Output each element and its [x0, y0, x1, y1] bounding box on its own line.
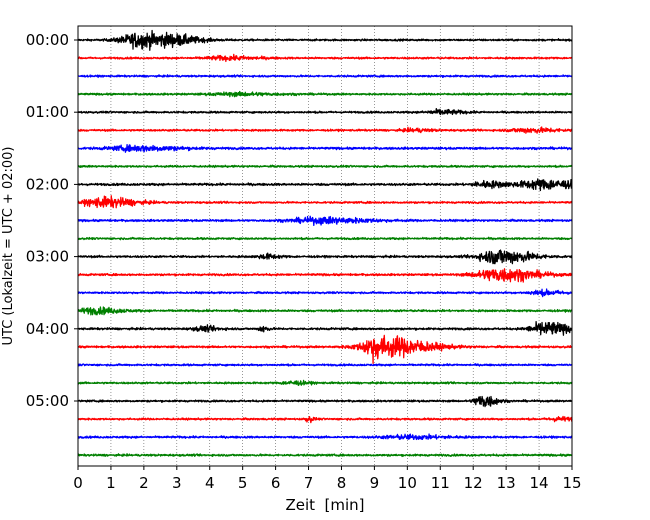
x-tick-label: 3 [172, 474, 182, 492]
trace-04:30 [77, 363, 573, 367]
x-tick-label: 14 [530, 474, 549, 492]
trace-02:00 [77, 178, 573, 192]
trace-05:30 [77, 433, 573, 441]
x-tick-label: 5 [238, 474, 248, 492]
trace-00:30 [77, 74, 573, 79]
x-tick-label: 13 [497, 474, 516, 492]
x-tick-label: 1 [106, 474, 116, 492]
y-tick-label: 04:00 [26, 320, 69, 338]
y-axis-ticks: 00:00 01:00 02:00 03:00 04:00 05:00 [26, 31, 78, 410]
trace-04:45 [77, 379, 573, 386]
x-tick-label: 6 [271, 474, 281, 492]
trace-02:15 [77, 195, 573, 209]
x-tick-label: 2 [139, 474, 149, 492]
trace-01:00 [77, 108, 573, 116]
x-tick-label: 12 [464, 474, 483, 492]
trace-03:45 [77, 306, 573, 316]
trace-03:00 [77, 249, 573, 265]
trace-01:45 [77, 164, 573, 169]
trace-00:15 [77, 53, 573, 63]
y-tick-label: 00:00 [26, 31, 69, 49]
traces [77, 29, 573, 458]
x-tick-label: 11 [431, 474, 450, 492]
y-tick-label: 01:00 [26, 103, 69, 121]
trace-00:00 [77, 29, 573, 51]
trace-05:15 [77, 415, 573, 424]
x-axis-label: Zeit [min] [285, 496, 364, 514]
y-tick-label: 02:00 [26, 175, 69, 193]
trace-03:30 [77, 288, 573, 298]
x-axis-ticks: 0 1 2 3 4 5 6 7 8 9 10 11 12 13 14 15 [73, 466, 582, 492]
gridlines [110, 26, 540, 466]
trace-04:00 [77, 321, 573, 336]
y-axis-label: UTC (Lokalzeit = UTC + 02:00) [1, 147, 16, 346]
x-tick-label: 7 [304, 474, 314, 492]
plot-frame [77, 25, 573, 467]
trace-05:45 [77, 453, 573, 458]
x-tick-label: 4 [205, 474, 215, 492]
trace-02:30 [77, 215, 573, 227]
trace-01:15 [77, 126, 573, 134]
x-tick-label: 8 [337, 474, 347, 492]
trace-05:00 [77, 395, 573, 408]
trace-03:15 [77, 268, 573, 283]
trace-00:45 [77, 90, 573, 98]
x-tick-label: 9 [370, 474, 380, 492]
y-tick-label: 05:00 [26, 392, 69, 410]
x-tick-label: 15 [562, 474, 581, 492]
x-tick-label: 0 [73, 474, 83, 492]
trace-02:45 [77, 236, 573, 241]
trace-04:15 [77, 334, 573, 365]
y-tick-label: 03:00 [26, 248, 69, 266]
x-tick-label: 10 [398, 474, 417, 492]
trace-01:30 [77, 144, 573, 153]
